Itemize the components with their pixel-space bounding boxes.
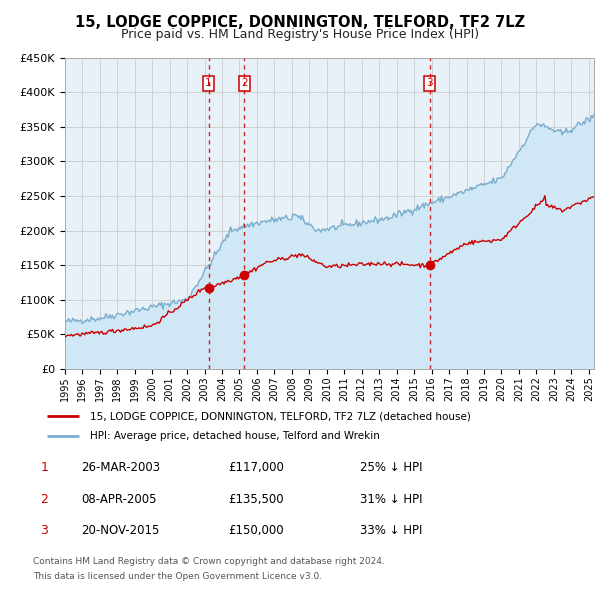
Text: 31% ↓ HPI: 31% ↓ HPI [360, 493, 422, 506]
Text: 15, LODGE COPPICE, DONNINGTON, TELFORD, TF2 7LZ (detached house): 15, LODGE COPPICE, DONNINGTON, TELFORD, … [90, 411, 471, 421]
Text: 25% ↓ HPI: 25% ↓ HPI [360, 461, 422, 474]
Text: £150,000: £150,000 [228, 524, 284, 537]
Text: £135,500: £135,500 [228, 493, 284, 506]
Text: 2: 2 [40, 493, 49, 506]
Text: 20-NOV-2015: 20-NOV-2015 [81, 524, 160, 537]
Text: 33% ↓ HPI: 33% ↓ HPI [360, 524, 422, 537]
Text: 1: 1 [40, 461, 49, 474]
Text: Contains HM Land Registry data © Crown copyright and database right 2024.: Contains HM Land Registry data © Crown c… [33, 558, 385, 566]
Text: 1: 1 [205, 78, 212, 88]
Text: 3: 3 [40, 524, 49, 537]
Text: This data is licensed under the Open Government Licence v3.0.: This data is licensed under the Open Gov… [33, 572, 322, 581]
Text: 26-MAR-2003: 26-MAR-2003 [81, 461, 160, 474]
Text: 2: 2 [241, 78, 247, 88]
Text: Price paid vs. HM Land Registry's House Price Index (HPI): Price paid vs. HM Land Registry's House … [121, 28, 479, 41]
Text: 08-APR-2005: 08-APR-2005 [81, 493, 157, 506]
Text: 15, LODGE COPPICE, DONNINGTON, TELFORD, TF2 7LZ: 15, LODGE COPPICE, DONNINGTON, TELFORD, … [75, 15, 525, 30]
Text: 3: 3 [427, 78, 433, 88]
Text: HPI: Average price, detached house, Telford and Wrekin: HPI: Average price, detached house, Telf… [90, 431, 380, 441]
Text: £117,000: £117,000 [228, 461, 284, 474]
